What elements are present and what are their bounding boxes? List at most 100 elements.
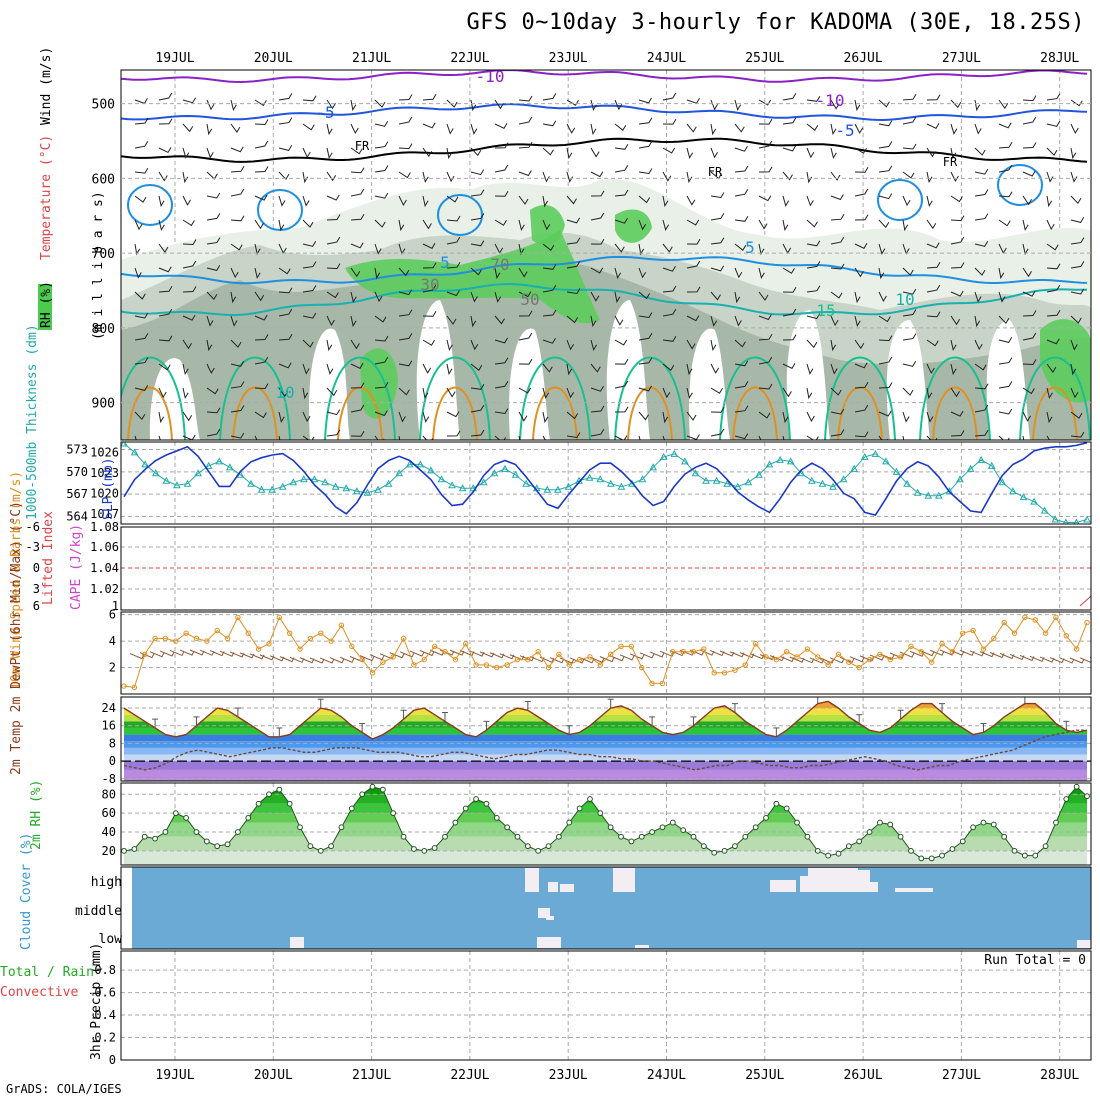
wind-barb: [926, 219, 937, 230]
surface-wind-barb: [919, 650, 935, 657]
surface-wind-barb: [899, 651, 915, 658]
wind-barb: [134, 195, 147, 203]
wind-barb: [398, 94, 413, 101]
rh-point: [411, 846, 417, 852]
wind-barb: [734, 405, 749, 413]
wind-barb: [1070, 315, 1082, 324]
wind-barb: [998, 267, 1005, 280]
wind-barb: [518, 195, 529, 205]
wind-barb: [590, 190, 605, 197]
surface-wind-barb: [199, 649, 215, 656]
rh-point: [721, 847, 728, 854]
wind-barb: [326, 171, 337, 182]
surface-wind-barb: [309, 657, 325, 664]
surface-wind-barb: [669, 650, 685, 657]
wind-speed-point: [835, 651, 842, 658]
rh-point: [607, 824, 614, 831]
rh-point: [328, 843, 334, 850]
wind-barb: [254, 334, 269, 341]
wind-barb: [350, 147, 363, 155]
wind-barb: [158, 147, 172, 154]
surface-wind-barb: [609, 655, 625, 662]
thickness-point: [871, 449, 880, 457]
wind-barb: [926, 311, 941, 318]
rh-point: [556, 833, 562, 840]
wind-barb: [278, 219, 285, 232]
wind-barb: [206, 428, 221, 437]
thickness-point: [321, 478, 329, 486]
wind-barb: [446, 363, 453, 376]
wind-barb: [854, 243, 868, 249]
wind-barb: [926, 123, 940, 129]
wind-barb: [374, 435, 385, 440]
y-tick-label: -8: [102, 772, 116, 786]
wind-barb: [230, 267, 239, 279]
wind-barb: [254, 435, 263, 440]
wind-barb: [470, 291, 478, 303]
contour-label: 5: [440, 253, 450, 272]
wind-barb: [422, 171, 429, 184]
wind-barb: [326, 99, 336, 110]
wind-barb: [638, 291, 651, 300]
wind-speed-point: [752, 641, 759, 647]
thickness-point: [776, 455, 784, 463]
wind-speed-point: [701, 646, 707, 652]
wind-barb: [638, 411, 649, 421]
wind-barb: [734, 145, 748, 152]
rh-point: [1042, 843, 1049, 850]
thickness-point: [596, 475, 605, 483]
wind-barb: [806, 240, 821, 247]
wind-barb: [350, 214, 365, 221]
thickness-point: [331, 482, 340, 490]
wind-barb: [902, 171, 915, 179]
rh-point: [514, 833, 521, 840]
wind-barb: [1070, 363, 1077, 376]
wind-barb: [638, 97, 653, 104]
rh-point: [504, 824, 511, 831]
wind-barb: [830, 171, 841, 181]
wind-barb: [182, 434, 196, 440]
wind-barb: [710, 291, 721, 301]
wind-barb: [494, 435, 507, 440]
wind-barb: [206, 265, 221, 271]
wind-barb: [398, 143, 413, 150]
thickness-point: [395, 469, 403, 477]
wind-speed-point: [970, 627, 976, 634]
wind-barb: [278, 435, 281, 440]
wind-barb: [734, 339, 746, 348]
wind-barb: [926, 284, 941, 293]
thickness-point: [659, 452, 668, 460]
wind-barb: [422, 435, 433, 440]
wind-barb: [998, 315, 1010, 325]
rh-point: [659, 824, 666, 831]
wind-barb: [902, 219, 909, 232]
wind-speed-point: [680, 648, 686, 655]
wind-barb: [1022, 116, 1037, 125]
wind-barb: [518, 332, 533, 341]
contour-label: 5: [745, 238, 755, 257]
wind-barb: [278, 171, 290, 181]
wind-barb: [1046, 171, 1054, 183]
temperature-band: [124, 727, 1087, 735]
lifted-index-axis-label: Lifted Index: [41, 511, 56, 605]
wind-barb: [710, 99, 719, 111]
rh-point: [576, 805, 583, 812]
temp-contour-15: [419, 356, 491, 440]
thickness-point: [691, 469, 700, 477]
rh-band: [124, 822, 1087, 837]
wind-barb: [998, 381, 1013, 389]
thickness-point: [1040, 506, 1049, 514]
wind-barb: [206, 339, 213, 352]
wind-barb: [1070, 261, 1085, 269]
wind-speed-point: [442, 648, 448, 655]
date-label-top: 25JUL: [745, 51, 784, 66]
y-tick-label: 80: [102, 787, 116, 801]
wind-speed-point: [991, 635, 997, 642]
wind-barb: [1022, 310, 1037, 317]
rh-point: [752, 824, 759, 831]
wind-barb: [782, 219, 789, 232]
thickness-point: [204, 461, 213, 469]
contour-label: FR: [708, 165, 723, 179]
wind-barb: [686, 195, 696, 206]
wind-barb: [1046, 243, 1059, 251]
